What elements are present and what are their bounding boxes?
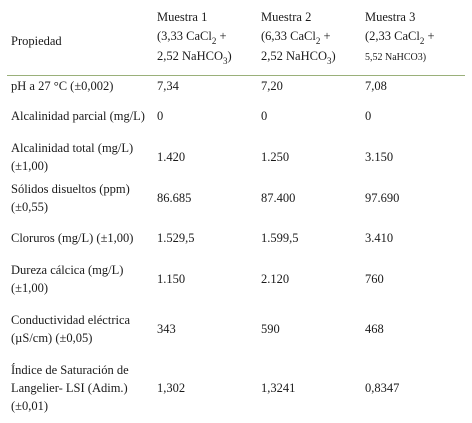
- sample-3-composition-b: 5,52 NaHCO3): [365, 52, 427, 63]
- sample-1-subscript-b: 3: [222, 56, 228, 66]
- cell-value: 343: [157, 322, 176, 336]
- sample-2-composition-a: (6,33 CaCl: [261, 29, 316, 43]
- cell-value: 1,3241: [261, 381, 296, 395]
- cell-value: 590: [261, 322, 280, 336]
- row-label: Cloruros (mg/L) (±1,00): [11, 231, 134, 245]
- cell-value: 1.420: [157, 150, 186, 164]
- table-row: Alcalinidad total (mg/L) (±1,00) 1.420 1…: [7, 136, 465, 178]
- sample-1-subscript-a: 2: [211, 36, 217, 46]
- row-label: Índice de Saturación de Langelier- LSI (…: [11, 363, 129, 413]
- table-row: Alcalinidad parcial (mg/L) 0 0 0: [7, 96, 465, 136]
- cell-value: 3.410: [365, 231, 394, 245]
- cell-value: 1.529,5: [157, 231, 195, 245]
- table-header-row: Propiedad Muestra 1 (3,33 CaCl2 + 2,52 N…: [7, 6, 465, 76]
- sample-3-name: Muestra 3: [365, 10, 416, 24]
- cell-value: 0: [157, 109, 164, 123]
- cell-value: 1.250: [261, 150, 290, 164]
- sample-2-composition-a-end: +: [320, 29, 331, 43]
- sample-3-subscript-a: 2: [419, 36, 425, 46]
- table-row: Índice de Saturación de Langelier- LSI (…: [7, 358, 465, 418]
- cell-value: 97.690: [365, 191, 400, 205]
- cell-value: 1.150: [157, 272, 186, 286]
- cell-value: 1.599,5: [261, 231, 299, 245]
- row-label: Alcalinidad total (mg/L) (±1,00): [11, 141, 134, 173]
- table-row: pH a 27 °C (±0,002) 7,34 7,20 7,08: [7, 76, 465, 97]
- sample-1-composition-b-end: ): [227, 49, 232, 63]
- sample-3-composition-a-end: +: [424, 29, 435, 43]
- cell-value: 760: [365, 272, 384, 286]
- cell-value: 87.400: [261, 191, 296, 205]
- header-sample-2: Muestra 2 (6,33 CaCl2 + 2,52 NaHCO3): [257, 6, 361, 76]
- header-sample-1: Muestra 1 (3,33 CaCl2 + 2,52 NaHCO3): [153, 6, 257, 76]
- cell-value: 0: [261, 109, 268, 123]
- sample-2-name: Muestra 2: [261, 10, 312, 24]
- sample-2-subscript-b: 3: [326, 56, 332, 66]
- cell-value: 7,34: [157, 79, 179, 93]
- row-label: Sólidos disueltos (ppm) (±0,55): [11, 182, 130, 214]
- sample-2-subscript-a: 2: [315, 36, 321, 46]
- table-row: Dureza cálcica (mg/L) (±1,00) 1.150 2.12…: [7, 258, 465, 300]
- row-label: Dureza cálcica (mg/L) (±1,00): [11, 263, 124, 295]
- cell-value: 2.120: [261, 272, 290, 286]
- sample-3-composition-a: (2,33 CaCl: [365, 29, 420, 43]
- sample-1-composition-b: 2,52 NaHCO: [157, 49, 223, 63]
- sample-1-composition-a: (3,33 CaCl: [157, 29, 212, 43]
- cell-value: 0,8347: [365, 381, 400, 395]
- row-label: Conductividad eléctrica (µS/cm) (±0,05): [11, 313, 131, 345]
- row-label: Alcalinidad parcial (mg/L): [11, 109, 145, 123]
- table-row: Sólidos disueltos (ppm) (±0,55) 86.685 8…: [7, 178, 465, 218]
- cell-value: 0: [365, 109, 372, 123]
- sample-1-composition-a-end: +: [216, 29, 227, 43]
- header-property: Propiedad: [7, 6, 153, 76]
- row-label: pH a 27 °C (±0,002): [11, 79, 114, 93]
- properties-table: Propiedad Muestra 1 (3,33 CaCl2 + 2,52 N…: [7, 6, 465, 418]
- table-row: Cloruros (mg/L) (±1,00) 1.529,5 1.599,5 …: [7, 218, 465, 258]
- cell-value: 468: [365, 322, 384, 336]
- sample-1-name: Muestra 1: [157, 10, 208, 24]
- cell-value: 7,20: [261, 79, 283, 93]
- sample-2-composition-b: 2,52 NaHCO: [261, 49, 327, 63]
- header-sample-3: Muestra 3 (2,33 CaCl2 + 5,52 NaHCO3): [361, 6, 465, 76]
- sample-2-composition-b-end: ): [331, 49, 336, 63]
- cell-value: 1,302: [157, 381, 186, 395]
- cell-value: 86.685: [157, 191, 192, 205]
- cell-value: 3.150: [365, 150, 394, 164]
- cell-value: 7,08: [365, 79, 387, 93]
- table-row: Conductividad eléctrica (µS/cm) (±0,05) …: [7, 300, 465, 358]
